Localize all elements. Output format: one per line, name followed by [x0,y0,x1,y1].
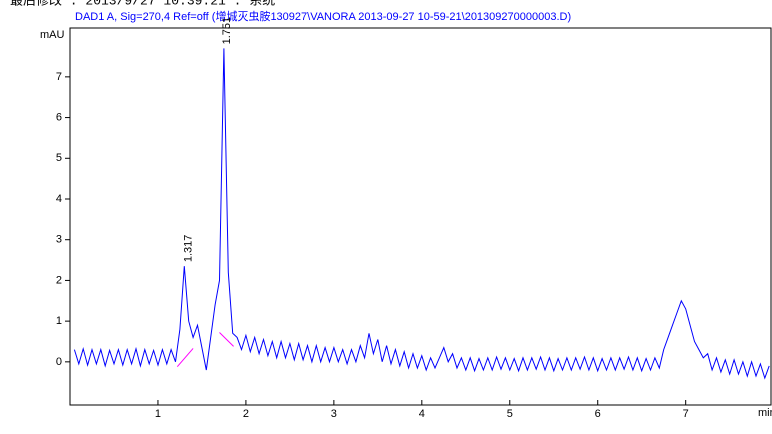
x-tick-label: 1 [155,408,161,420]
x-tick-label: 5 [507,408,513,420]
y-axis-label: mAU [40,29,65,41]
header: 最后修改 : 2013/9/27 10:39:21 : 系统 [10,0,275,8]
x-tick-label: 2 [243,408,249,420]
y-tick-label: 4 [56,193,62,205]
x-tick-label: 4 [419,408,425,420]
y-tick-label: 5 [56,152,62,164]
y-tick-label: 6 [56,111,62,123]
y-tick-label: 2 [56,274,62,286]
y-tick-label: 1 [56,315,62,327]
y-tick-label: 7 [56,71,62,83]
y-tick-label: 3 [56,234,62,246]
peak-label: 1.317 [183,235,195,263]
y-tick-label: 0 [56,356,62,368]
x-tick-label: 3 [331,408,337,420]
x-axis-label: min [758,407,772,419]
plot-frame [69,27,772,406]
baseline-line [176,332,234,368]
peak-label: 1.751 [221,17,233,45]
chart-title: DAD1 A, Sig=270,4 Ref=off (增城灭虫胺130927\V… [75,9,571,23]
x-tick-label: 7 [683,408,689,420]
signal-line [73,48,770,380]
x-tick-label: 6 [595,408,601,420]
